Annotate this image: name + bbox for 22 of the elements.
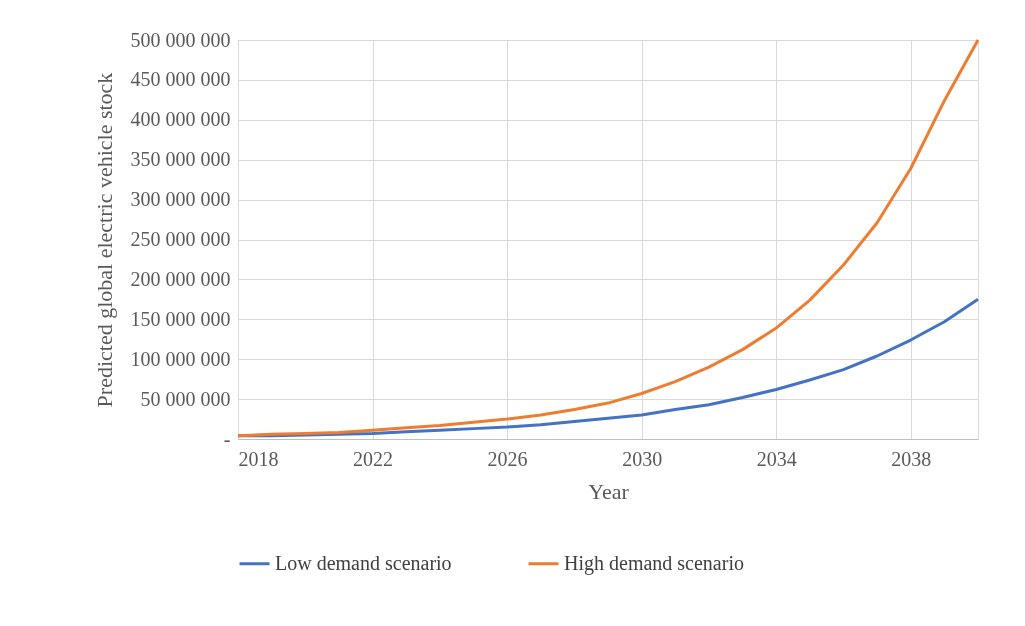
y-axis-title: Predicted global electric vehicle stock (91, 72, 117, 408)
x-tick-label: 2030 (622, 447, 663, 470)
y-tick-label: 500 000 000 (130, 28, 231, 51)
y-tick-label: 50 000 000 (140, 387, 231, 410)
y-tick-label: - (223, 427, 231, 450)
x-tick-label: 2026 (487, 447, 528, 470)
y-tick-label: 400 000 000 (130, 108, 231, 131)
x-axis-title: Year (588, 478, 630, 504)
y-tick-label: 200 000 000 (130, 267, 231, 290)
y-tick-label: 300 000 000 (130, 188, 231, 211)
x-tick-label: 2022 (353, 447, 394, 470)
x-tick-label: 2038 (891, 447, 932, 470)
y-tick-label: 350 000 000 (130, 148, 231, 171)
y-tick-label: 150 000 000 (130, 307, 231, 330)
x-tick-label: 2018 (238, 447, 279, 470)
y-tick-label: 250 000 000 (130, 228, 231, 250)
y-tick-label: 100 000 000 (130, 347, 231, 370)
x-tick-label: 2034 (756, 447, 797, 470)
line-series (236, 38, 980, 438)
legend-label: High demand scenario (564, 551, 744, 575)
y-tick-label: 450 000 000 (130, 68, 231, 91)
legend-label: Low demand scenario (275, 551, 452, 574)
